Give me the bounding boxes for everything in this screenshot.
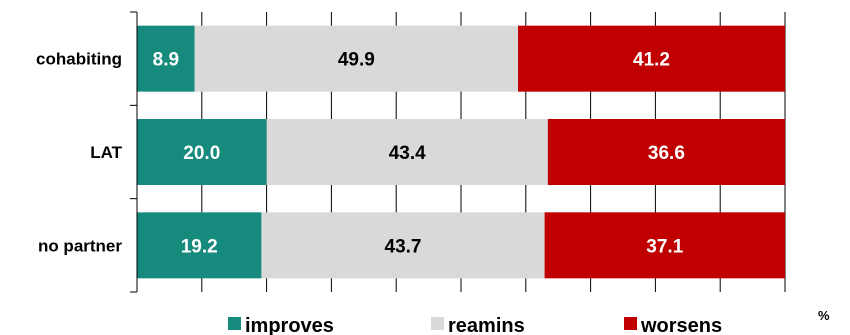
bar-segment-reamins: [194, 25, 519, 92]
legend-swatch: [228, 317, 241, 330]
bar-segment-worsens: [547, 119, 785, 185]
bar-segment-improves: [137, 25, 195, 92]
legend-label: worsens: [640, 315, 722, 335]
legend-swatch: [431, 317, 444, 330]
data-label: 43.4: [389, 143, 426, 164]
data-label: 49.9: [338, 50, 375, 71]
bar-segment-worsens: [518, 25, 785, 92]
bar-segment-reamins: [266, 119, 548, 185]
category-label: cohabiting: [36, 50, 122, 69]
category-label: no partner: [38, 236, 122, 255]
unit-label: %: [818, 308, 830, 323]
data-label: 19.2: [181, 236, 218, 257]
bars: 8.9 49.9 41.2 20.0 43.4 36.6 19.2 43.7 37.1: [137, 25, 785, 279]
data-label: 41.2: [633, 50, 670, 71]
bar-segment-improves: [137, 119, 267, 185]
legend-swatch: [624, 317, 637, 330]
data-label: 36.6: [648, 143, 685, 164]
data-label: 8.9: [153, 50, 179, 71]
bar-segment-worsens: [544, 212, 785, 279]
data-label: 43.7: [385, 236, 422, 257]
y-axis-ticks: [130, 11, 137, 293]
bar-segment-improves: [137, 212, 262, 279]
legend-label: improves: [245, 315, 334, 335]
category-label: LAT: [90, 143, 122, 162]
bar-segment-reamins: [261, 212, 545, 279]
legend-label: reamins: [448, 315, 525, 335]
data-label: 37.1: [646, 236, 683, 257]
legend: improves reamins worsens: [228, 315, 722, 335]
data-label: 20.0: [183, 143, 220, 164]
category-labels: cohabiting LAT no partner: [36, 50, 123, 256]
